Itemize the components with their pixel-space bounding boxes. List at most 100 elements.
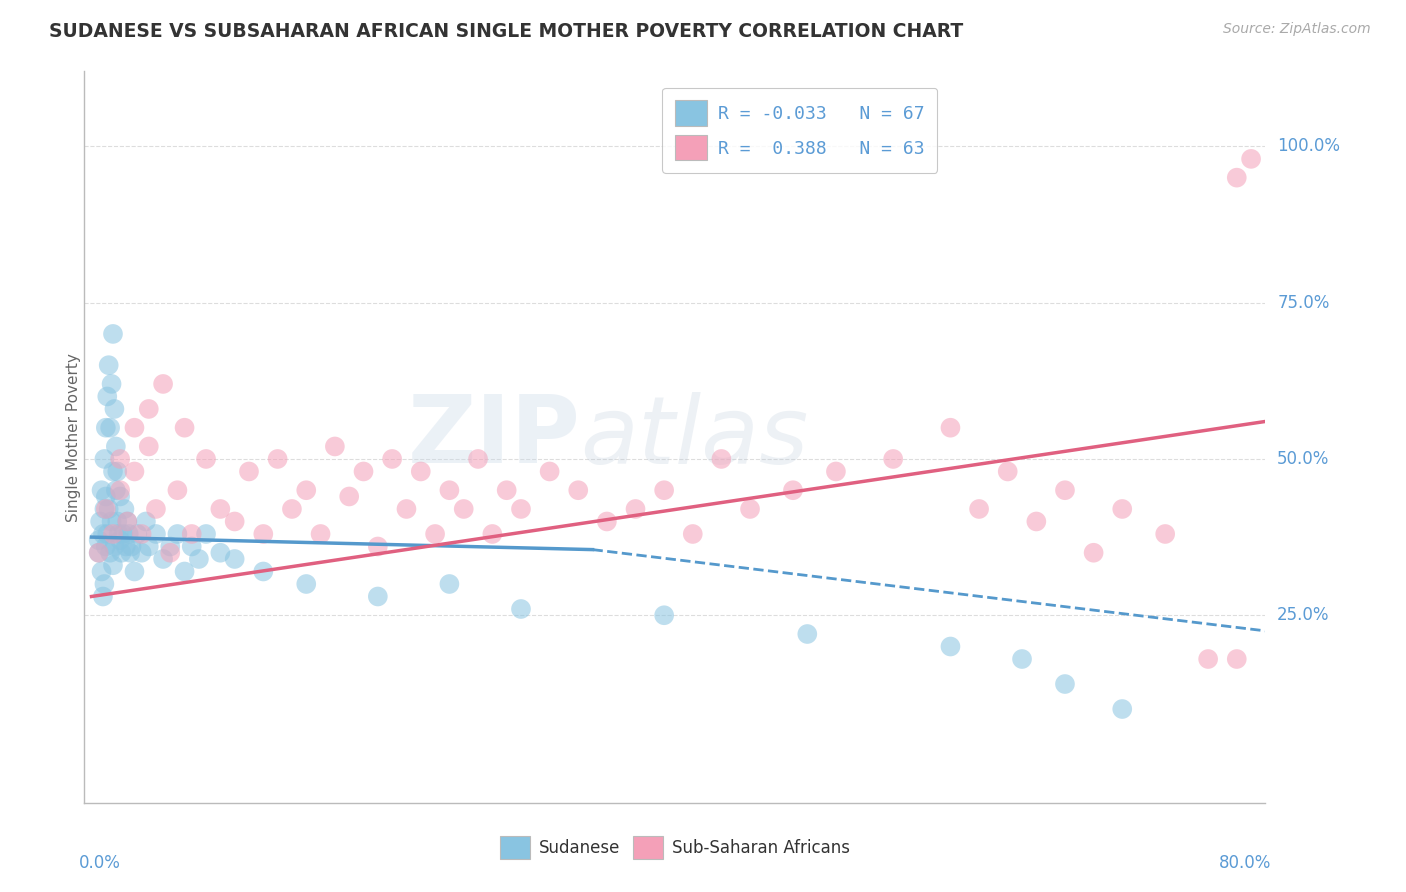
Point	[152, 552, 174, 566]
Point	[939, 420, 962, 434]
Point	[94, 540, 117, 554]
Point	[159, 540, 181, 554]
Point	[121, 540, 143, 554]
Point	[796, 627, 818, 641]
Text: 0.0%: 0.0%	[79, 854, 121, 872]
Point	[439, 483, 461, 498]
Point	[309, 527, 332, 541]
Point	[652, 608, 675, 623]
Point	[238, 465, 260, 479]
Point	[337, 490, 360, 504]
Point	[118, 527, 141, 541]
Point	[97, 358, 120, 372]
Point	[1154, 527, 1177, 541]
Point	[96, 527, 118, 541]
Y-axis label: Single Mother Poverty: Single Mother Poverty	[66, 352, 80, 522]
Point	[423, 527, 446, 541]
Point	[1197, 652, 1219, 666]
Point	[115, 540, 138, 554]
Point	[103, 401, 125, 416]
Point	[110, 546, 132, 560]
Point	[209, 546, 232, 560]
Point	[481, 527, 503, 541]
Point	[101, 465, 124, 479]
Point	[108, 452, 131, 467]
Point	[166, 527, 188, 541]
Point	[101, 326, 124, 341]
Point	[266, 452, 288, 467]
Point	[104, 440, 127, 454]
Point	[224, 515, 246, 529]
Point	[120, 546, 142, 560]
Text: 80.0%: 80.0%	[1219, 854, 1271, 872]
Point	[96, 389, 118, 403]
Point	[127, 527, 149, 541]
Point	[510, 502, 533, 516]
Point	[1053, 483, 1076, 498]
Point	[90, 483, 112, 498]
Point	[295, 483, 318, 498]
Point	[101, 558, 124, 573]
Point	[439, 577, 461, 591]
Text: ZIP: ZIP	[408, 391, 581, 483]
Point	[1226, 170, 1249, 185]
Point	[209, 502, 232, 516]
Point	[295, 577, 318, 591]
Point	[90, 565, 112, 579]
Point	[1240, 152, 1263, 166]
Point	[173, 565, 195, 579]
Point	[967, 502, 990, 516]
Point	[453, 502, 475, 516]
Text: SUDANESE VS SUBSAHARAN AFRICAN SINGLE MOTHER POVERTY CORRELATION CHART: SUDANESE VS SUBSAHARAN AFRICAN SINGLE MO…	[49, 22, 963, 41]
Point	[187, 552, 209, 566]
Point	[367, 540, 389, 554]
Point	[159, 546, 181, 560]
Point	[652, 483, 675, 498]
Point	[138, 401, 160, 416]
Point	[353, 465, 375, 479]
Point	[94, 502, 117, 516]
Point	[124, 420, 146, 434]
Point	[1011, 652, 1033, 666]
Point	[93, 452, 115, 467]
Point	[381, 452, 404, 467]
Point	[100, 376, 122, 391]
Point	[409, 465, 432, 479]
Point	[98, 420, 121, 434]
Point	[1111, 502, 1133, 516]
Point	[467, 452, 489, 467]
Point	[104, 483, 127, 498]
Point	[94, 420, 117, 434]
Point	[94, 490, 117, 504]
Legend: Sudanese, Sub-Saharan Africans: Sudanese, Sub-Saharan Africans	[492, 828, 858, 868]
Point	[323, 440, 346, 454]
Point	[131, 527, 153, 541]
Point	[91, 527, 114, 541]
Point	[100, 515, 122, 529]
Text: 75.0%: 75.0%	[1277, 293, 1330, 311]
Point	[145, 527, 167, 541]
Point	[624, 502, 647, 516]
Point	[495, 483, 517, 498]
Text: atlas: atlas	[581, 392, 808, 483]
Point	[1053, 677, 1076, 691]
Point	[108, 483, 131, 498]
Point	[97, 502, 120, 516]
Point	[108, 533, 131, 548]
Text: 100.0%: 100.0%	[1277, 137, 1340, 155]
Point	[939, 640, 962, 654]
Point	[93, 502, 115, 516]
Point	[152, 376, 174, 391]
Point	[117, 515, 139, 529]
Point	[738, 502, 761, 516]
Point	[89, 515, 111, 529]
Point	[105, 515, 128, 529]
Point	[825, 465, 848, 479]
Text: 25.0%: 25.0%	[1277, 607, 1330, 624]
Point	[195, 452, 218, 467]
Point	[395, 502, 418, 516]
Point	[87, 533, 110, 548]
Point	[567, 483, 589, 498]
Point	[1226, 652, 1249, 666]
Point	[131, 546, 153, 560]
